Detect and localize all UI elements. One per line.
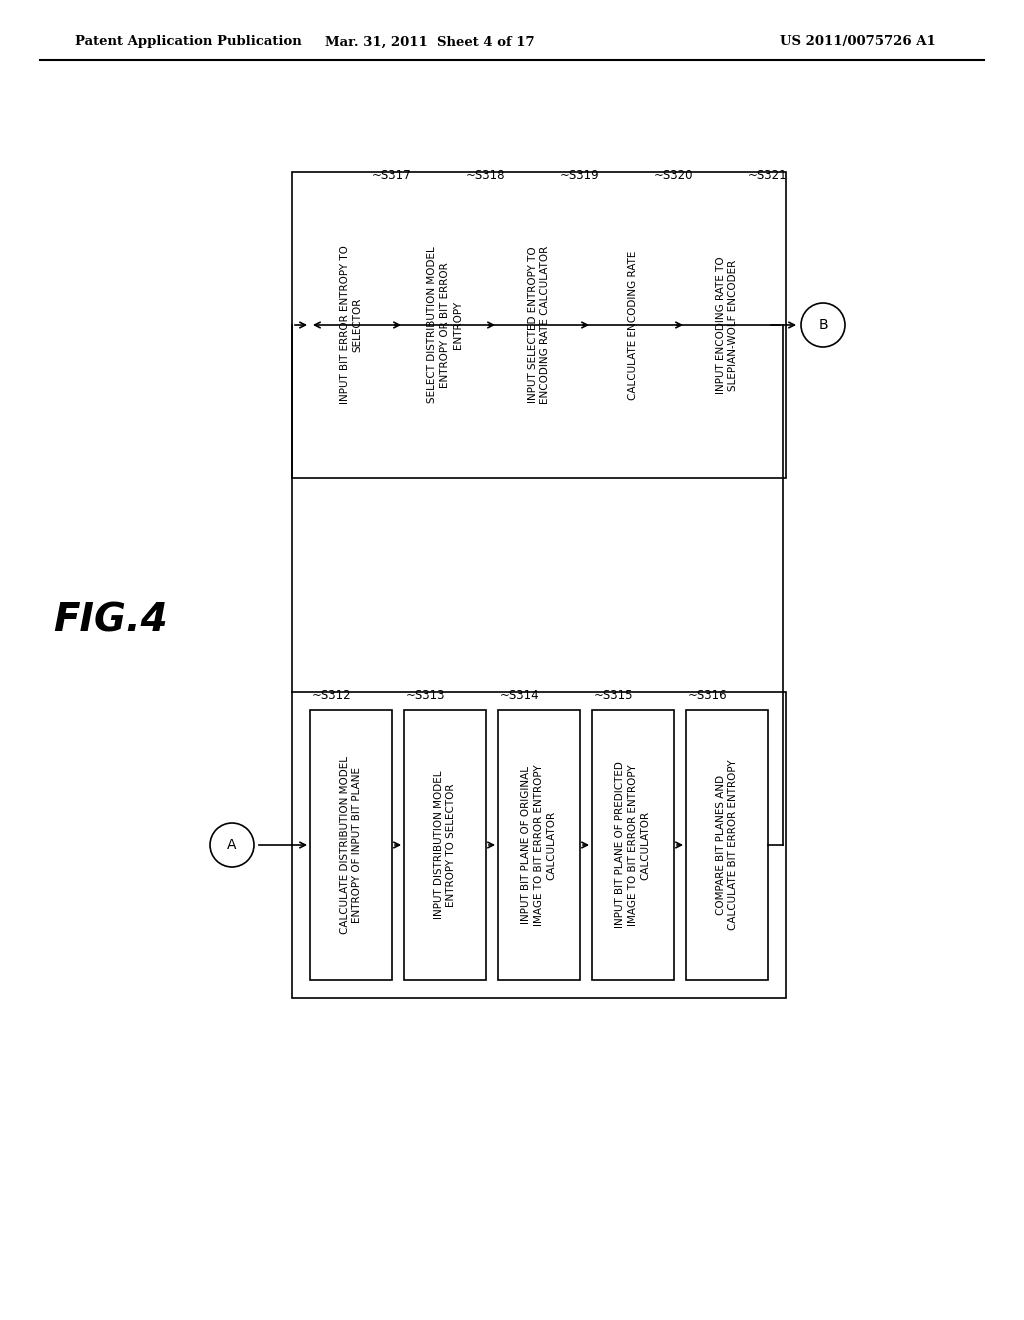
Bar	[310, 190, 392, 459]
Bar	[686, 710, 768, 979]
Text: ~S314: ~S314	[500, 689, 540, 702]
Text: COMPARE BIT PLANES AND
CALCULATE BIT ERROR ENTROPY: COMPARE BIT PLANES AND CALCULATE BIT ERR…	[716, 760, 738, 931]
Text: ~S312: ~S312	[312, 689, 351, 702]
Text: B: B	[818, 318, 827, 333]
Text: FIG.4: FIG.4	[52, 601, 167, 639]
Text: ~S316: ~S316	[688, 689, 728, 702]
Text: CALCULATE ENCODING RATE: CALCULATE ENCODING RATE	[628, 251, 638, 400]
Text: INPUT BIT PLANE OF PREDICTED
IMAGE TO BIT ERROR ENTROPY
CALCULATOR: INPUT BIT PLANE OF PREDICTED IMAGE TO BI…	[615, 762, 651, 928]
Bar	[498, 710, 580, 979]
Text: ~S320: ~S320	[654, 169, 693, 182]
Circle shape	[801, 304, 845, 347]
Text: SELECT DISTRIBUTION MODEL
ENTROPY OR BIT ERROR
ENTROPY: SELECT DISTRIBUTION MODEL ENTROPY OR BIT…	[427, 247, 463, 404]
Text: ~S319: ~S319	[560, 169, 600, 182]
Bar	[498, 190, 580, 459]
Bar	[292, 172, 786, 478]
Bar	[404, 710, 486, 979]
Text: CALCULATE DISTRIBUTION MODEL
ENTROPY OF INPUT BIT PLANE: CALCULATE DISTRIBUTION MODEL ENTROPY OF …	[340, 756, 362, 935]
Bar	[310, 710, 392, 979]
Bar	[592, 710, 674, 979]
Bar	[686, 190, 768, 459]
Text: ~S315: ~S315	[594, 689, 634, 702]
Text: ~S313: ~S313	[406, 689, 445, 702]
Text: INPUT ENCODING RATE TO
SLEPIAN-WOLF ENCODER: INPUT ENCODING RATE TO SLEPIAN-WOLF ENCO…	[716, 256, 738, 393]
Text: INPUT SELECTED ENTROPY TO
ENCODING RATE CALCULATOR: INPUT SELECTED ENTROPY TO ENCODING RATE …	[527, 246, 551, 404]
Text: INPUT BIT ERROR ENTROPY TO
SELECTOR: INPUT BIT ERROR ENTROPY TO SELECTOR	[340, 246, 362, 404]
Bar	[592, 190, 674, 459]
Text: ~S318: ~S318	[466, 169, 506, 182]
Text: INPUT BIT PLANE OF ORIGINAL
IMAGE TO BIT ERROR ENTROPY
CALCULATOR: INPUT BIT PLANE OF ORIGINAL IMAGE TO BIT…	[521, 764, 557, 925]
Text: ~S321: ~S321	[748, 169, 787, 182]
Bar	[404, 190, 486, 459]
Text: A: A	[227, 838, 237, 851]
Text: INPUT DISTRIBUTION MODEL
ENTROPY TO SELECTOR: INPUT DISTRIBUTION MODEL ENTROPY TO SELE…	[433, 771, 457, 919]
Bar	[292, 692, 786, 998]
Circle shape	[210, 822, 254, 867]
Text: ~S317: ~S317	[372, 169, 412, 182]
Text: Patent Application Publication: Patent Application Publication	[75, 36, 302, 49]
Text: US 2011/0075726 A1: US 2011/0075726 A1	[780, 36, 936, 49]
Text: Mar. 31, 2011  Sheet 4 of 17: Mar. 31, 2011 Sheet 4 of 17	[326, 36, 535, 49]
